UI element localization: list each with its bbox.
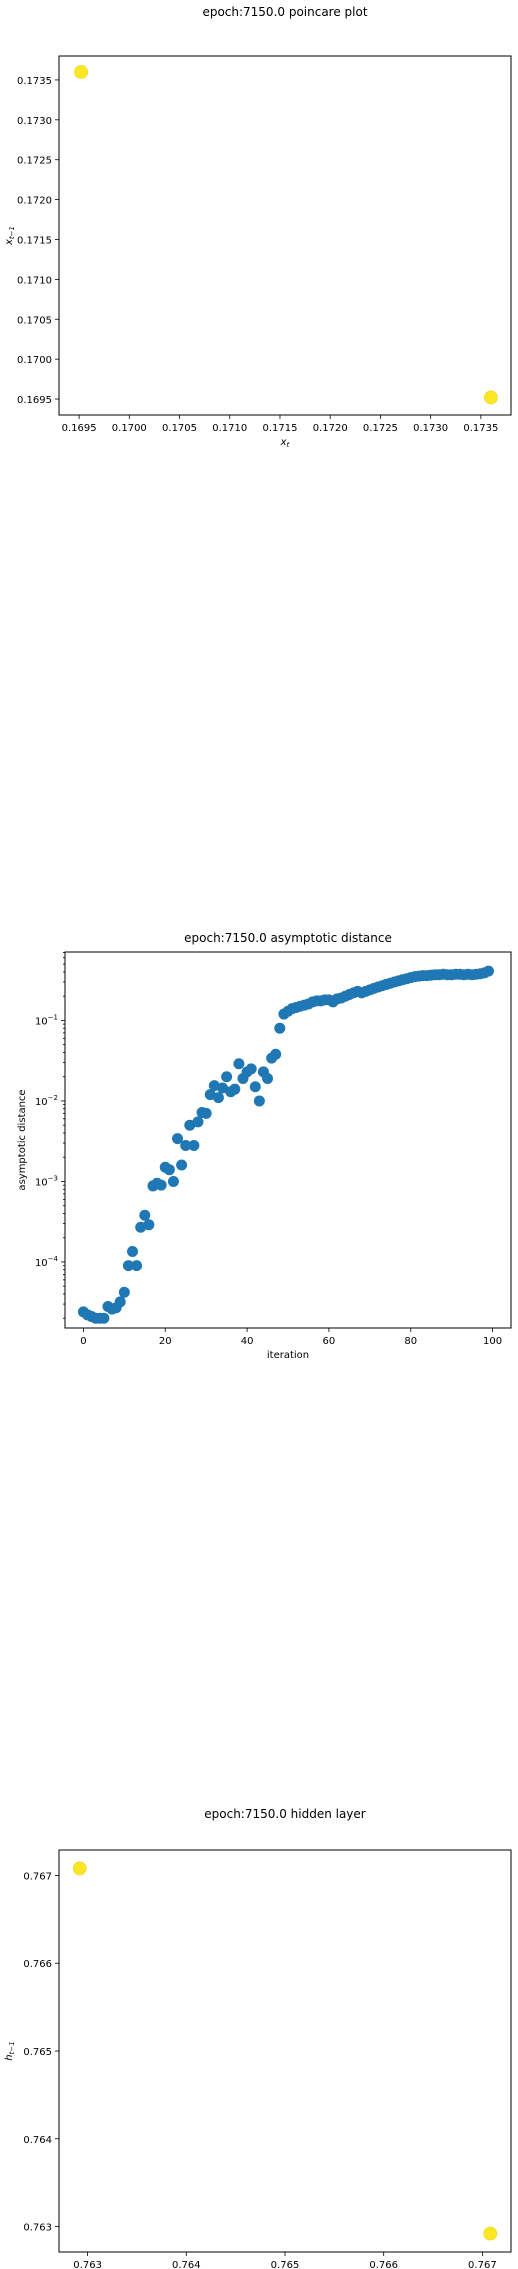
poincare-xtick-label: 0.1730: [413, 423, 448, 434]
poincare-ytick-label: 0.1720: [17, 196, 52, 207]
asymptotic-point: [217, 1082, 229, 1094]
asymptotic-point: [167, 1175, 179, 1187]
asymptotic-xtick-label: 40: [241, 1336, 254, 1347]
asymptotic-point: [274, 1022, 286, 1034]
asymptotic-point: [139, 1209, 151, 1221]
poincare-xtick-label: 0.1720: [313, 423, 348, 434]
asymptotic-ytick-label: 10−1: [35, 1013, 58, 1027]
asymptotic-point: [253, 1095, 265, 1107]
asymptotic-point: [221, 1071, 233, 1083]
asymptotic-point: [180, 1139, 192, 1151]
hidden-xtick-label: 0.766: [369, 2260, 398, 2269]
poincare-title: epoch:7150.0 poincare plot: [202, 5, 367, 19]
asymptotic-point: [163, 1164, 175, 1176]
poincare-xtick-label: 0.1700: [112, 423, 147, 434]
asymptotic-ylabel: asymptotic distance: [17, 1089, 28, 1190]
poincare-ytick-label: 0.1730: [17, 116, 52, 127]
asymptotic-point: [233, 1058, 245, 1070]
asymptotic-ytick-label: 10−3: [35, 1174, 58, 1188]
poincare-xtick-label: 0.1735: [463, 423, 498, 434]
hidden-xtick-label: 0.765: [271, 2260, 300, 2269]
hidden-ytick-label: 0.767: [23, 1871, 52, 1882]
hidden-point: [483, 2226, 498, 2241]
asymptotic-xlabel: iteration: [267, 1350, 309, 1361]
hidden-xtick-label: 0.767: [468, 2260, 497, 2269]
asymptotic-point: [118, 1286, 130, 1298]
asymptotic-point: [245, 1063, 257, 1075]
poincare-ytick-label: 0.1705: [17, 315, 52, 326]
asymptotic-title: epoch:7150.0 asymptotic distance: [184, 931, 392, 945]
poincare-point: [484, 390, 498, 405]
hidden-ytick-label: 0.766: [23, 1959, 52, 1970]
hidden-chart: epoch:7150.0 hidden layer 0.763 0.764 0.765…: [23, 1807, 512, 2269]
asymptotic-point: [155, 1179, 167, 1191]
asymptotic-point: [249, 1081, 261, 1093]
asymptotic-xtick-label: 80: [404, 1336, 417, 1347]
poincare-xtick-label: 0.1710: [212, 423, 247, 434]
asymptotic-point: [114, 1296, 126, 1308]
asymptotic-point: [200, 1107, 212, 1119]
asymptotic-point: [270, 1048, 282, 1060]
poincare-xtick-label: 0.1725: [363, 423, 398, 434]
hidden-ytick-label: 0.763: [23, 2223, 52, 2234]
asymptotic-point: [229, 1083, 241, 1095]
asymptotic-point: [482, 965, 494, 977]
asymptotic-xtick-label: 60: [323, 1336, 336, 1347]
poincare-ytick-label: 0.1715: [17, 235, 52, 246]
poincare-ytick-label: 0.1710: [17, 275, 52, 286]
poincare-chart: epoch:7150.0 poincare plot 0.1695 0.1700 0.…: [17, 5, 512, 434]
asymptotic-point: [172, 1133, 184, 1145]
poincare-xtick-label: 0.1695: [62, 423, 97, 434]
asymptotic-point: [98, 1312, 110, 1324]
asymptotic-point: [192, 1116, 204, 1128]
hidden-xtick-label: 0.763: [73, 2260, 102, 2269]
hidden-point: [72, 1861, 87, 1876]
asymptotic-plot-frame: [64, 951, 512, 1329]
asymptotic-point: [122, 1260, 134, 1272]
asymptotic-point: [212, 1092, 224, 1104]
poincare-ylabel: xt−1: [4, 226, 16, 246]
asymptotic-point: [127, 1245, 139, 1257]
asymptotic-point: [143, 1219, 155, 1231]
poincare-ytick-label: 0.1735: [17, 76, 52, 87]
asymptotic-ytick-label: 10−4: [35, 1255, 59, 1269]
hidden-xtick-label: 0.764: [172, 2260, 201, 2269]
hidden-plot-frame: [58, 1849, 512, 2253]
hidden-ytick-label: 0.764: [23, 2135, 52, 2146]
poincare-xtick-label: 0.1715: [262, 423, 297, 434]
hidden-ylabel: ht−1: [4, 2041, 16, 2060]
asymptotic-chart: epoch:7150.0 asymptotic distance 0 20 40 60 8…: [17, 931, 512, 1361]
poincare-xtick-label: 0.1705: [162, 423, 197, 434]
asymptotic-xtick-label: 20: [159, 1336, 172, 1347]
asymptotic-xtick-label: 0: [80, 1336, 86, 1347]
asymptotic-point: [262, 1073, 274, 1085]
hidden-ytick-label: 0.765: [23, 2047, 52, 2058]
poincare-xlabel: xt: [280, 437, 290, 449]
hidden-title: epoch:7150.0 hidden layer: [204, 1807, 366, 1821]
asymptotic-point: [131, 1260, 143, 1272]
asymptotic-point: [176, 1159, 188, 1171]
asymptotic-xtick-label: 100: [483, 1336, 502, 1347]
poincare-point: [74, 65, 88, 79]
asymptotic-point: [188, 1139, 200, 1151]
poincare-ytick-label: 0.1695: [17, 395, 52, 406]
poincare-ytick-label: 0.1725: [17, 156, 52, 167]
asymptotic-ytick-label: 10−2: [35, 1094, 58, 1108]
poincare-plot-frame: [58, 55, 512, 416]
poincare-ytick-label: 0.1700: [17, 355, 52, 366]
